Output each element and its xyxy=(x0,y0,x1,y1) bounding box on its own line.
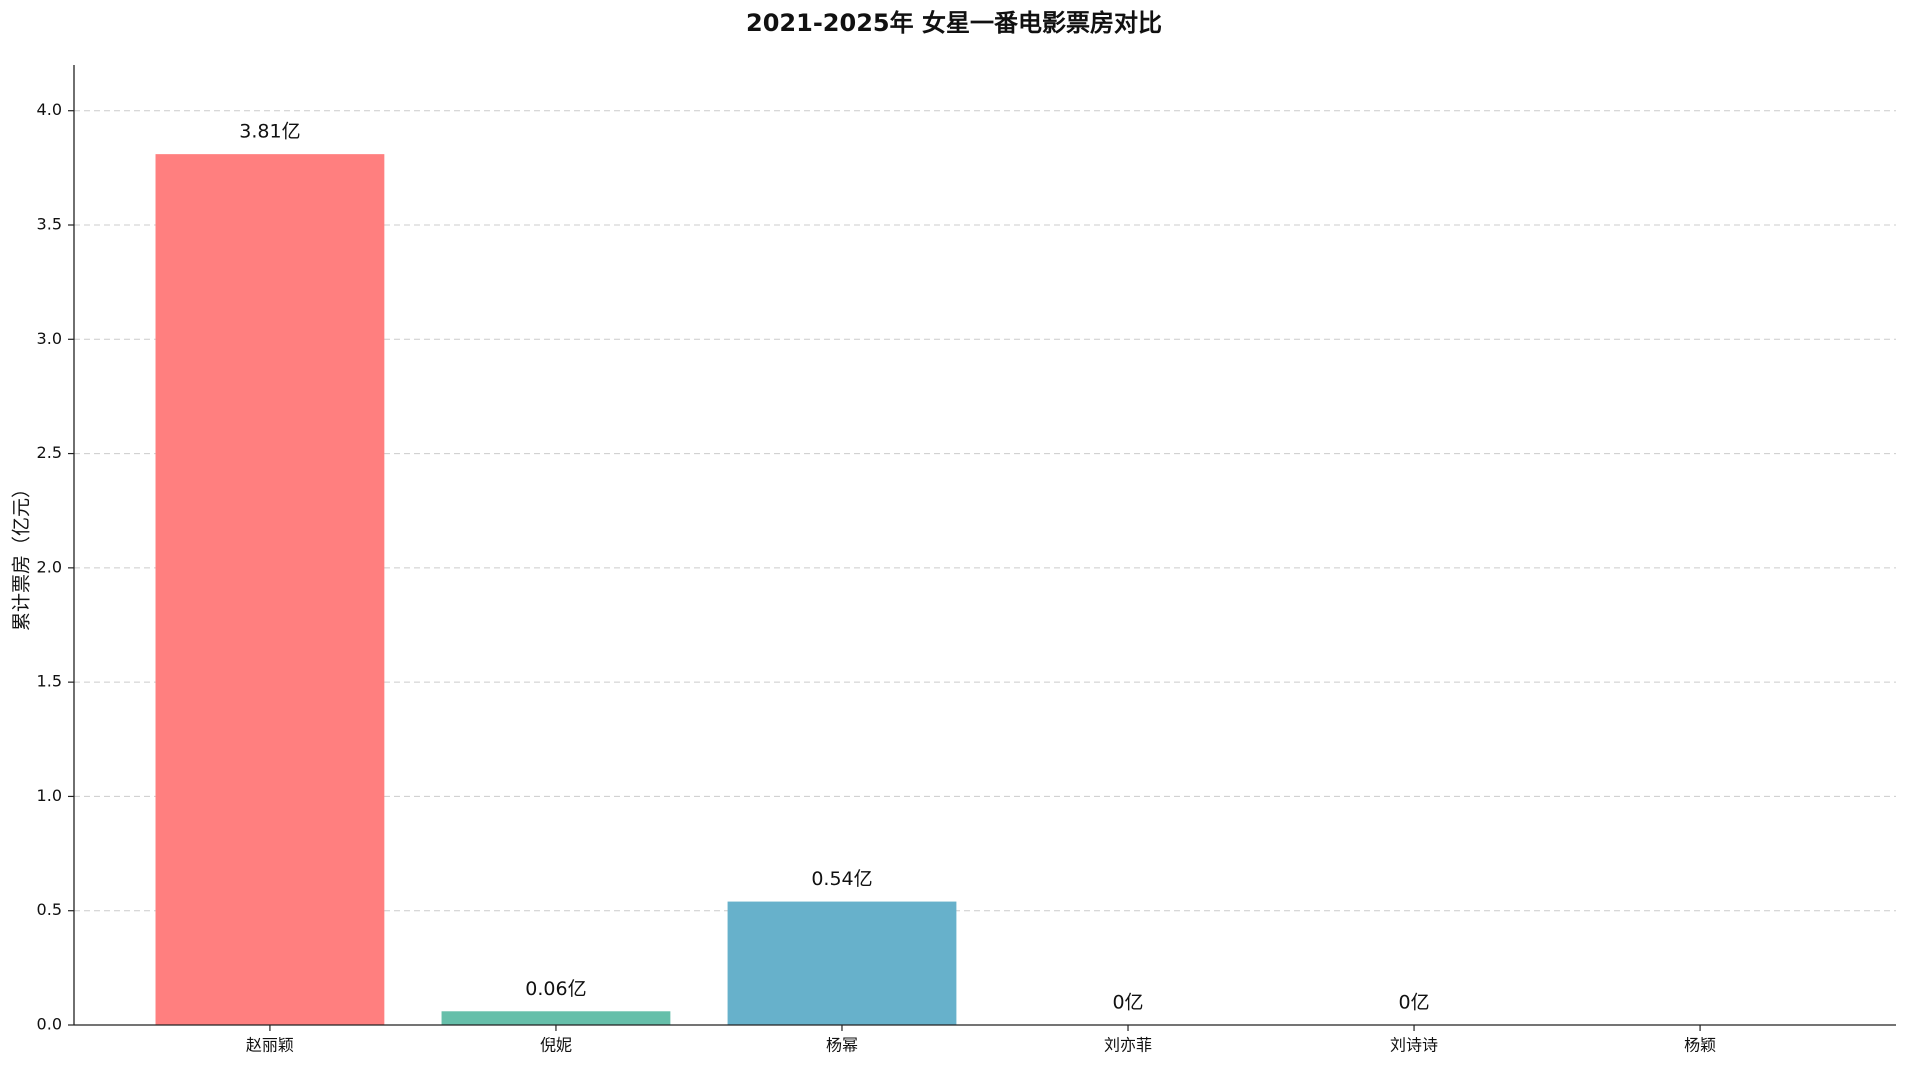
y-tick-label: 3.5 xyxy=(37,215,62,234)
chart-title: 2021-2025年 女星一番电影票房对比 xyxy=(746,9,1162,37)
x-tick-label: 赵丽颖 xyxy=(246,1036,294,1055)
y-tick-label: 1.5 xyxy=(37,672,62,691)
y-tick-label: 2.5 xyxy=(37,443,62,462)
y-axis-label: 累计票房（亿元） xyxy=(11,479,33,631)
value-label: 0.54亿 xyxy=(811,868,872,890)
y-tick-label: 0.0 xyxy=(37,1015,62,1034)
bar xyxy=(441,1011,671,1025)
x-tick-label: 刘诗诗 xyxy=(1390,1036,1438,1055)
y-tick-label: 0.5 xyxy=(37,900,62,919)
x-tick-label: 杨颖 xyxy=(1684,1036,1716,1055)
value-label: 0.06亿 xyxy=(525,978,586,1000)
bar xyxy=(727,901,957,1025)
x-tick-label: 刘亦菲 xyxy=(1104,1036,1152,1055)
value-label: 0亿 xyxy=(1112,992,1143,1014)
y-tick-label: 4.0 xyxy=(37,100,62,119)
x-tick-label: 杨幂 xyxy=(826,1036,858,1055)
x-tick-label: 倪妮 xyxy=(540,1036,572,1055)
value-label: 3.81亿 xyxy=(239,121,300,143)
y-tick-label: 3.0 xyxy=(37,329,62,348)
bar xyxy=(155,154,385,1026)
value-label: 0亿 xyxy=(1398,992,1429,1014)
y-tick-label: 1.0 xyxy=(37,786,62,805)
y-tick-label: 2.0 xyxy=(37,557,62,576)
